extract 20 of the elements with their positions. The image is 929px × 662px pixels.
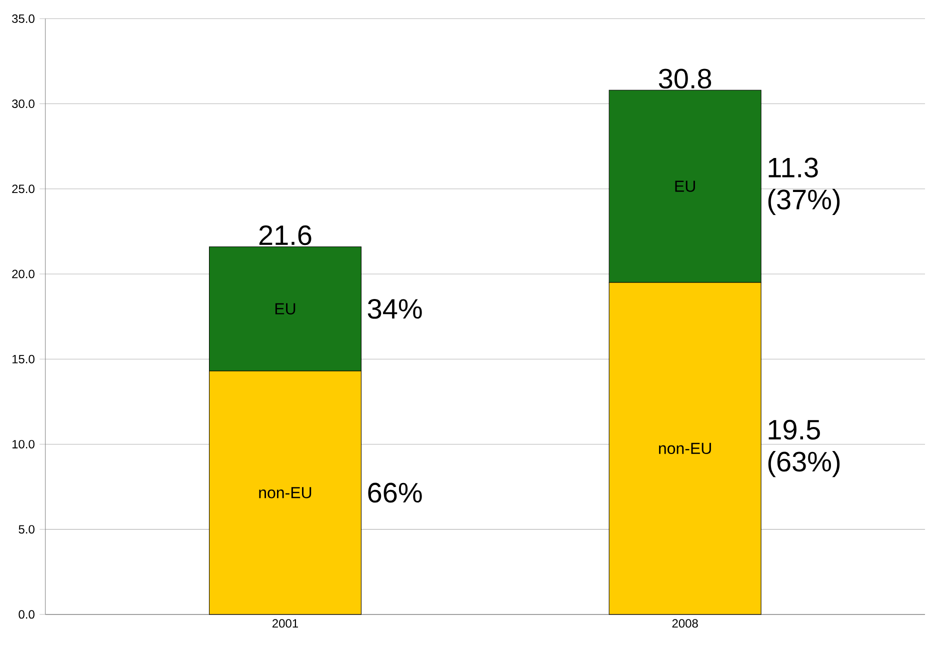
series-label: non-EU xyxy=(659,442,711,454)
y-tick-label: 15.0 xyxy=(12,354,34,364)
total-label: 30.8 xyxy=(658,68,712,88)
annotation: 66% xyxy=(368,482,422,502)
text: non-EU xyxy=(259,486,312,498)
total-label: 21.6 xyxy=(259,225,312,245)
annotation: 34% xyxy=(368,298,422,319)
x-tick-label: 2008 xyxy=(672,618,698,628)
y-tick-label: 10.0 xyxy=(12,440,34,448)
annotation: 11.3 (37%) xyxy=(768,157,840,215)
x-tick-label: 2001 xyxy=(272,618,298,628)
y-tick-label: 5.0 xyxy=(18,524,34,534)
y-tick-label: 35.0 xyxy=(12,14,34,23)
y-tick-label: 20.0 xyxy=(12,270,34,278)
series-label: EU xyxy=(275,303,296,314)
annotation: 19.5 (63%) xyxy=(768,420,840,477)
y-tick-label: 25.0 xyxy=(12,184,34,193)
y-tick-label: 0.0 xyxy=(18,610,34,618)
y-tick-label: 30.0 xyxy=(12,99,34,108)
text: EU xyxy=(675,180,695,192)
